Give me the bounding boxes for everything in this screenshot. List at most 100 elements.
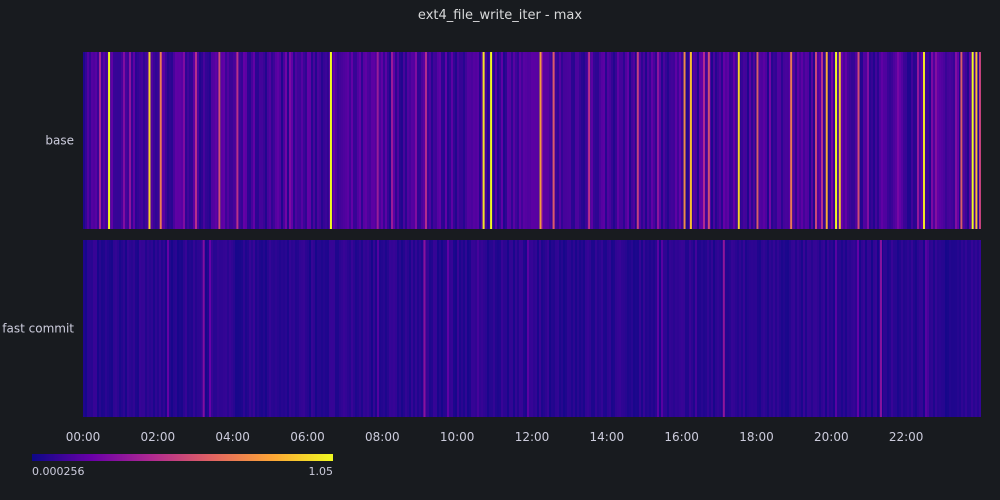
heatmap-cell [775, 52, 777, 229]
heatmap-cell [327, 240, 329, 417]
heatmap-cell [409, 52, 411, 229]
heatmap-cell [543, 240, 545, 417]
heatmap-cell [181, 240, 183, 417]
heatmap-cell [957, 240, 959, 417]
heatmap-cell [147, 52, 149, 229]
heatmap-cell [237, 240, 239, 417]
heatmap-cell [893, 240, 895, 417]
heatmap-cell [613, 52, 615, 229]
heatmap-cell [473, 52, 475, 229]
heatmap-cell [417, 52, 419, 229]
heatmap-cell [721, 52, 723, 229]
heatmap-cell [979, 240, 981, 417]
heatmap-cell [543, 52, 545, 229]
heatmap-cell [345, 52, 347, 229]
heatmap-cell [225, 240, 227, 417]
heatmap-cell [919, 240, 921, 417]
heatmap-cell [709, 52, 711, 229]
heatmap-cell [205, 240, 207, 417]
heatmap-cell [613, 240, 615, 417]
heatmap-cell [477, 240, 479, 417]
heatmap-cell [639, 240, 641, 417]
heatmap-cell [647, 52, 649, 229]
heatmap-cell [703, 240, 705, 417]
heatmap-cell [609, 240, 611, 417]
heatmap-cell [313, 240, 315, 417]
heatmap-cell [655, 240, 657, 417]
heatmap-cell [845, 52, 847, 229]
heatmap-cell [771, 52, 773, 229]
heatmap-cell [767, 240, 769, 417]
heatmap-cell [321, 240, 323, 417]
heatmap-cell [887, 240, 889, 417]
heatmap-cell [271, 52, 273, 229]
heatmap-cell [155, 52, 157, 229]
heatmap-cell [515, 240, 517, 417]
heatmap-cell [705, 52, 707, 229]
heatmap-cell-highlight [923, 52, 926, 229]
heatmap-cell [939, 240, 941, 417]
heatmap-cell [611, 52, 613, 229]
heatmap-cell [583, 240, 585, 417]
heatmap-cell [727, 52, 729, 229]
heatmap-cell [853, 240, 855, 417]
heatmap-cell [885, 240, 887, 417]
heatmap-cell [135, 240, 137, 417]
heatmap-cell [721, 240, 723, 417]
heatmap-cell [637, 240, 639, 417]
heatmap-cell [381, 240, 383, 417]
heatmap-cell [765, 240, 767, 417]
heatmap-cell [865, 52, 867, 229]
heatmap-cell [285, 240, 287, 417]
heatmap-cell [611, 240, 613, 417]
heatmap-cell [639, 52, 641, 229]
heatmap-cell [93, 52, 95, 229]
heatmap-cell-highlight [835, 52, 838, 229]
heatmap-cell [303, 52, 305, 229]
heatmap-cell [443, 52, 445, 229]
heatmap-cell [687, 240, 689, 417]
heatmap-cell [451, 52, 453, 229]
heatmap-cell [513, 240, 515, 417]
heatmap-cell [643, 240, 645, 417]
heatmap-cell [87, 240, 89, 417]
heatmap-cell [815, 240, 817, 417]
heatmap-cell [947, 52, 949, 229]
heatmap-cell [191, 52, 193, 229]
heatmap-cell-highlight [971, 52, 974, 229]
heatmap-cell [621, 240, 623, 417]
heatmap-cell [859, 52, 861, 229]
heatmap-cell [867, 240, 869, 417]
heatmap-cell [339, 52, 341, 229]
heatmap-cell [495, 52, 497, 229]
heatmap-cell [941, 240, 943, 417]
heatmap-cell [901, 52, 903, 229]
heatmap-cell [449, 52, 451, 229]
heatmap-cell [671, 240, 673, 417]
heatmap-cell [109, 240, 111, 417]
heatmap-cell-highlight [975, 52, 978, 229]
heatmap-cell [537, 52, 539, 229]
heatmap-cell [735, 240, 737, 417]
heatmap-cell [767, 52, 769, 229]
heatmap-cell [407, 52, 409, 229]
heatmap-cell [349, 52, 351, 229]
heatmap-cell [411, 52, 413, 229]
heatmap-cell [695, 52, 697, 229]
heatmap-cell [125, 240, 127, 417]
heatmap-cell [623, 52, 625, 229]
heatmap-cell [681, 240, 683, 417]
heatmap-cell [207, 52, 209, 229]
heatmap-cell [97, 52, 99, 229]
heatmap-cell [421, 52, 423, 229]
heatmap-cell-highlight [108, 52, 111, 229]
heatmap-cell [653, 52, 655, 229]
heatmap-cell [607, 240, 609, 417]
heatmap-cell [185, 240, 187, 417]
heatmap-cell [697, 52, 699, 229]
heatmap-cell [577, 52, 579, 229]
heatmap-cell [411, 240, 413, 417]
heatmap-cell [455, 240, 457, 417]
heatmap-cell [607, 52, 609, 229]
heatmap-cell [255, 52, 257, 229]
